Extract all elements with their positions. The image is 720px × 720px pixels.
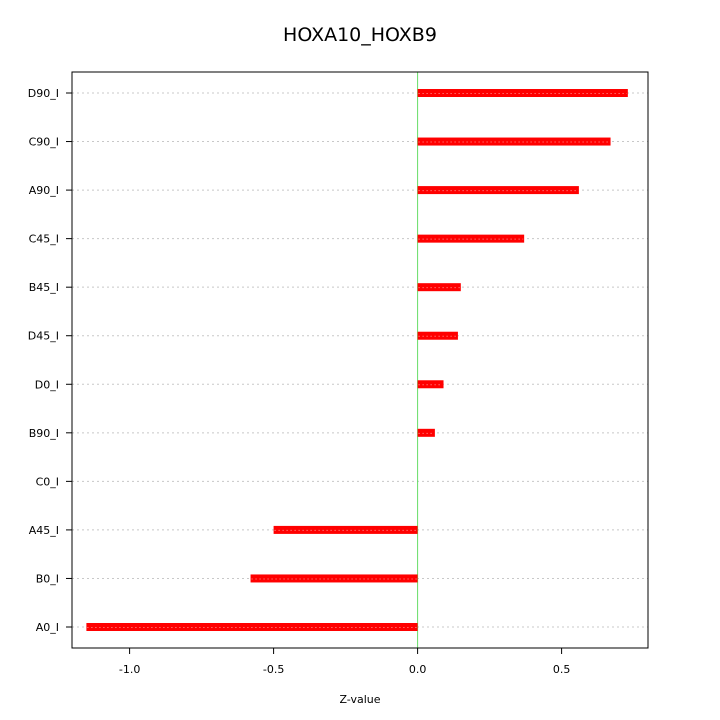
y-tick-label: A90_I xyxy=(29,184,59,197)
y-tick-label: B0_I xyxy=(36,572,59,585)
bar xyxy=(417,428,435,437)
chart-title: HOXA10_HOXB9 xyxy=(283,24,437,46)
y-tick-label: B90_I xyxy=(29,427,59,440)
y-tick-label: A0_I xyxy=(36,621,59,634)
bar xyxy=(417,186,579,195)
plot-frame xyxy=(71,71,649,649)
y-tick-label: D45_I xyxy=(28,330,59,343)
bar xyxy=(250,574,418,583)
y-tick-label: B45_I xyxy=(29,281,59,294)
bar xyxy=(417,331,458,340)
y-tick-label: A45_I xyxy=(29,524,59,537)
y-tick-label: C0_I xyxy=(36,475,59,488)
y-tick-label: C45_I xyxy=(29,233,59,246)
x-ticks: -1.0 -0.5 0.0 0.5 xyxy=(119,648,570,676)
x-tick-label: 0.0 xyxy=(409,663,427,676)
bar xyxy=(417,380,444,389)
bars xyxy=(86,89,628,631)
grid-lines xyxy=(72,92,648,628)
bar xyxy=(417,137,611,146)
x-tick-label: 0.5 xyxy=(553,663,571,676)
y-tick-labels: D90_I C90_I A90_I C45_I B45_I D45_I D0_I B90_I C… xyxy=(28,87,72,634)
y-tick-label: C90_I xyxy=(29,136,59,149)
bar xyxy=(273,525,418,534)
x-tick-label: -0.5 xyxy=(263,663,284,676)
x-tick-label: -1.0 xyxy=(119,663,140,676)
y-tick-label: D90_I xyxy=(28,87,59,100)
x-axis-label: Z-value xyxy=(339,693,380,706)
y-tick-label: D0_I xyxy=(35,378,59,391)
